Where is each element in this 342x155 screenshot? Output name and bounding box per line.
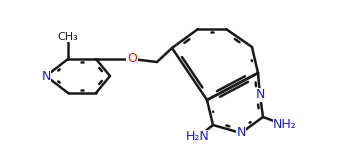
Text: N: N bbox=[236, 126, 246, 140]
Text: O: O bbox=[127, 53, 137, 66]
Text: CH₃: CH₃ bbox=[57, 32, 78, 42]
Text: NH₂: NH₂ bbox=[273, 119, 297, 131]
Text: N: N bbox=[255, 89, 265, 102]
Text: H₂N: H₂N bbox=[186, 131, 210, 144]
Text: N: N bbox=[41, 69, 51, 82]
